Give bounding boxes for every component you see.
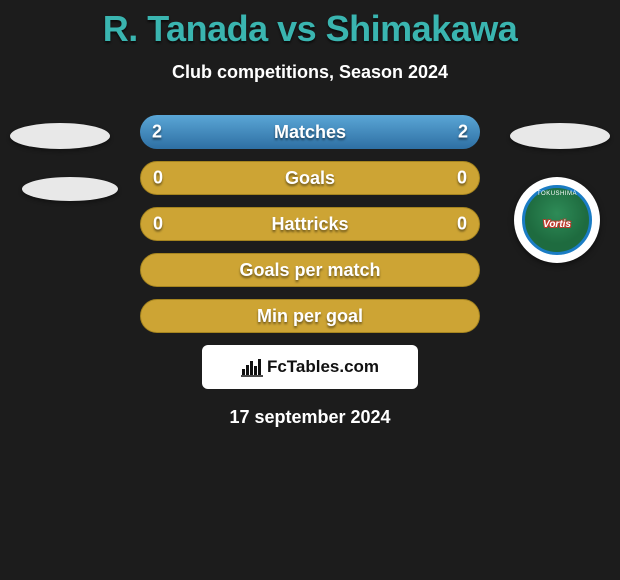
stat-label: Min per goal [257, 306, 363, 327]
stat-bar: 0 Goals 0 [140, 161, 480, 195]
stat-row-matches: 2 Matches 2 [140, 115, 480, 149]
stat-row-mpg: Min per goal [140, 299, 480, 333]
attribution-box: FcTables.com [202, 345, 418, 389]
stat-row-goals: 0 Goals 0 [140, 161, 480, 195]
attribution-text: FcTables.com [267, 357, 379, 377]
stat-row-hattricks: 0 Hattricks 0 [140, 207, 480, 241]
stat-left-value: 0 [153, 214, 163, 235]
stat-bar: Goals per match [140, 253, 480, 287]
stat-right-value: 0 [457, 168, 467, 189]
bar-chart-icon [241, 357, 263, 377]
stat-right-value: 0 [457, 214, 467, 235]
stat-label: Matches [274, 122, 346, 143]
stats-container: 2 Matches 2 0 Goals 0 0 Hattricks 0 Goal… [0, 115, 620, 333]
stat-right-value: 2 [458, 122, 468, 143]
stat-left-value: 0 [153, 168, 163, 189]
stat-left-value: 2 [152, 122, 162, 143]
stat-bar: 0 Hattricks 0 [140, 207, 480, 241]
stat-row-gpm: Goals per match [140, 253, 480, 287]
page-title: R. Tanada vs Shimakawa [0, 0, 620, 50]
stat-bar: 2 Matches 2 [140, 115, 480, 149]
date-text: 17 september 2024 [0, 407, 620, 428]
stat-label: Goals per match [239, 260, 380, 281]
stat-label: Goals [285, 168, 335, 189]
subtitle: Club competitions, Season 2024 [0, 62, 620, 83]
stat-bar: Min per goal [140, 299, 480, 333]
stat-label: Hattricks [271, 214, 348, 235]
